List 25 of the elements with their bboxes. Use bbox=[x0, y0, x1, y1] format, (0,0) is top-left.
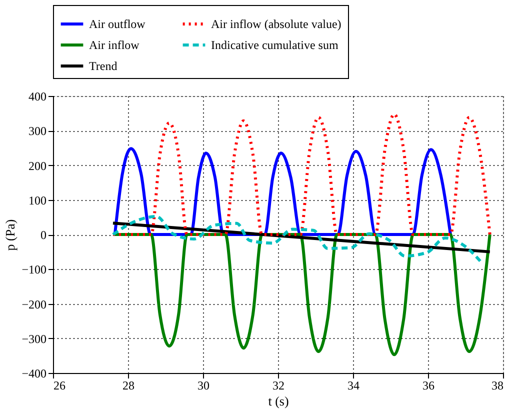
y-tick-label: −300 bbox=[22, 332, 46, 346]
x-tick-label: 34 bbox=[348, 378, 360, 392]
y-axis-title: p (Pa) bbox=[2, 219, 18, 251]
y-tick-label: 400 bbox=[28, 90, 46, 104]
legend-label: Air outflow bbox=[89, 17, 146, 31]
y-tick-label: 300 bbox=[28, 124, 46, 138]
x-tick-label: 26 bbox=[54, 378, 66, 392]
x-tick-label: 30 bbox=[198, 378, 210, 392]
x-axis-title: t (s) bbox=[268, 394, 289, 408]
y-tick-label: 0 bbox=[40, 228, 46, 242]
y-tick-label: −400 bbox=[22, 366, 46, 380]
x-tick-label: 36 bbox=[422, 378, 434, 392]
line-series bbox=[112, 112, 492, 236]
line-series bbox=[113, 147, 452, 236]
x-tick-label: 32 bbox=[272, 378, 284, 392]
legend-label: Trend bbox=[89, 59, 118, 73]
y-tick-label: −100 bbox=[22, 262, 46, 277]
x-tick-label: 28 bbox=[122, 378, 134, 392]
y-tick-label: 200 bbox=[28, 158, 46, 173]
legend-label: Air inflow bbox=[89, 38, 140, 52]
legend-label: Indicative cumulative sum bbox=[211, 38, 339, 52]
y-tick-label: −200 bbox=[22, 297, 46, 312]
y-tick-label: 100 bbox=[28, 193, 46, 208]
x-tick-label: 38 bbox=[492, 378, 504, 392]
legend-label: Air inflow (absolute value) bbox=[211, 17, 342, 31]
